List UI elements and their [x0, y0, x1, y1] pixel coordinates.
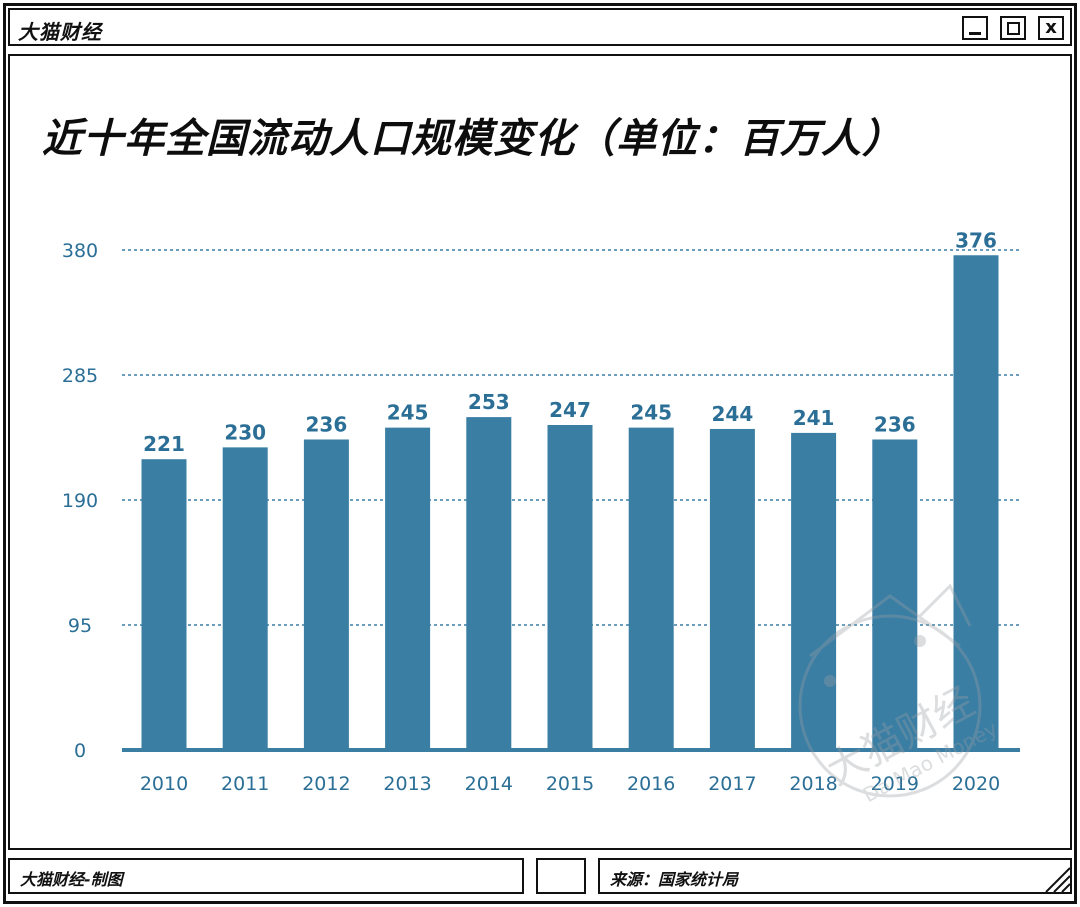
footer-credit-text: 大猫财经-制图 — [20, 870, 123, 889]
y-tick-label: 380 — [62, 240, 98, 262]
footer-source-text: 来源：国家统计局 — [610, 870, 739, 889]
data-label: 245 — [387, 401, 429, 425]
footer-credit: 大猫财经-制图 — [8, 858, 524, 894]
data-label: 245 — [630, 401, 672, 425]
y-tick-label: 190 — [62, 490, 98, 512]
bar — [547, 425, 593, 750]
x-tick-label: 2016 — [627, 773, 675, 795]
bar — [709, 428, 755, 750]
close-button[interactable]: x — [1038, 16, 1064, 40]
chart-title: 近十年全国流动人口规模变化（单位：百万人） — [42, 116, 903, 162]
x-tick-label: 2020 — [952, 773, 1000, 795]
bar-chart: 0 95 190 285 380 221 2010 230 2011 236 2012 245 2013… — [62, 228, 1020, 795]
data-label: 244 — [712, 402, 754, 426]
maximize-button[interactable] — [1000, 16, 1026, 40]
y-tick-label: 285 — [62, 365, 98, 387]
footer-spacer-box — [536, 858, 586, 894]
data-label: 253 — [468, 390, 510, 414]
x-tick-label: 2011 — [221, 773, 269, 795]
window-title: 大猫财经 — [18, 20, 102, 44]
resize-grip-icon[interactable] — [1040, 862, 1070, 892]
bar — [953, 255, 999, 750]
data-label: 376 — [955, 228, 997, 252]
chart-panel: 0 95 190 285 380 221 2010 230 2011 236 2012 245 2013… — [8, 54, 1072, 850]
minimize-button[interactable] — [962, 16, 988, 40]
data-label: 236 — [306, 412, 348, 436]
bar — [628, 427, 674, 750]
x-tick-label: 2014 — [465, 773, 513, 795]
data-label: 241 — [793, 406, 835, 430]
title-bar: 大猫财经 x — [8, 8, 1072, 46]
x-tick-label: 2013 — [383, 773, 431, 795]
footer-source: 来源：国家统计局 — [598, 858, 1072, 894]
bar — [141, 459, 187, 750]
bar — [791, 432, 837, 750]
x-tick-label: 2012 — [302, 773, 350, 795]
y-tick-label: 0 — [74, 740, 86, 762]
minimize-icon — [969, 31, 981, 35]
bar — [303, 439, 349, 750]
x-tick-label: 2015 — [546, 773, 594, 795]
x-tick-label: 2017 — [708, 773, 756, 795]
x-tick-label: 2010 — [140, 773, 188, 795]
bar — [385, 427, 431, 750]
x-tick-label: 2018 — [789, 773, 837, 795]
bar — [222, 447, 268, 750]
bar — [872, 439, 918, 750]
maximize-icon — [1006, 21, 1020, 35]
bar — [466, 417, 512, 750]
y-tick-label: 95 — [68, 615, 92, 637]
x-tick-label: 2019 — [871, 773, 919, 795]
data-label: 221 — [143, 432, 185, 456]
data-label: 236 — [874, 412, 916, 436]
data-label: 230 — [224, 420, 266, 444]
close-icon: x — [1045, 17, 1057, 38]
data-label: 247 — [549, 398, 591, 422]
